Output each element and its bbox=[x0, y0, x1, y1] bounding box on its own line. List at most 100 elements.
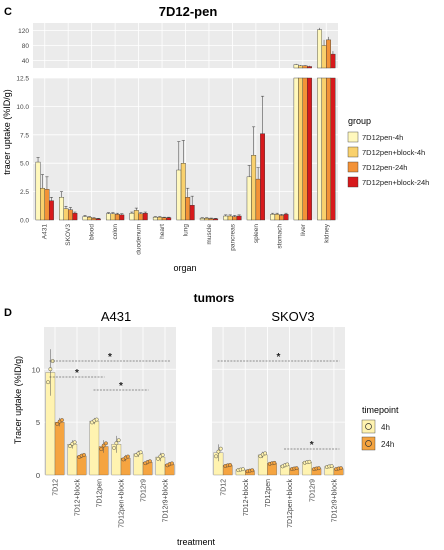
data-point bbox=[138, 450, 143, 455]
chart-c-bars bbox=[35, 27, 336, 221]
legend-label-24h: 24h bbox=[381, 440, 394, 449]
data-point bbox=[55, 422, 60, 426]
data-point bbox=[46, 380, 50, 385]
x-tick-label-skov3-7d12r9-plus-block: 7D12r9+block bbox=[331, 479, 338, 523]
chart-d-facet-skov3: SKOV3 bbox=[271, 309, 314, 324]
x-tick-label-stomach: stomach bbox=[276, 224, 283, 249]
y-tick-label: 120 bbox=[18, 28, 29, 35]
data-point bbox=[294, 466, 299, 471]
bar-lung-7d12pen-24h bbox=[185, 197, 191, 221]
y-tick-label: 12.5 bbox=[16, 76, 29, 83]
bar-heart-7d12pen-plus-block-4h bbox=[157, 216, 163, 221]
bar-spleen-7d12pen-24h bbox=[255, 178, 261, 221]
x-tick-label-liver: liver bbox=[300, 223, 307, 236]
legend-label-7d12pen-4h: 7D12pen-4h bbox=[362, 133, 403, 142]
bar-a431-7d12pen-24h bbox=[44, 189, 50, 221]
x-tick-label-a431-7d12pen: 7D12pen bbox=[97, 479, 104, 508]
significance-label: * bbox=[108, 352, 112, 363]
data-point bbox=[82, 453, 86, 457]
x-tick-label-a431-7d12r9: 7D12r9 bbox=[141, 479, 148, 502]
x-tick-label-colon: colon bbox=[112, 224, 119, 240]
bar-duodenum-7d12pen-4h bbox=[129, 212, 135, 221]
data-point bbox=[160, 453, 165, 457]
y-tick-label: 0.0 bbox=[20, 218, 29, 225]
data-point bbox=[99, 447, 104, 452]
data-point bbox=[116, 438, 121, 443]
bar-kidney-7d12pen-plus-block-4h-upper bbox=[321, 45, 327, 69]
data-point bbox=[104, 441, 108, 446]
significance-label: * bbox=[75, 368, 79, 379]
data-point bbox=[263, 451, 267, 456]
data-point bbox=[112, 445, 116, 450]
y-tick-label: 5 bbox=[36, 418, 40, 427]
bar-kidney-7d12pen-24h-upper bbox=[326, 39, 331, 69]
data-point bbox=[60, 418, 64, 422]
chart-d-x-ticks: 7D12 7D12+block 7D12pen 7D12pen+block 7D12r9… bbox=[53, 479, 339, 528]
bar-lung-7d12pen-plus-block-4h bbox=[180, 162, 186, 221]
bar-lung-7d12pen-4h bbox=[176, 169, 182, 221]
bar-spleen-7d12pen-plus-block-24h bbox=[260, 133, 266, 221]
bar-a431-7d12pen-4h bbox=[35, 161, 41, 221]
x-tick-label-duodenum: duodenum bbox=[136, 224, 143, 255]
chart-c-x-axis-label: organ bbox=[173, 263, 196, 273]
y-tick-label: 0 bbox=[36, 471, 40, 480]
x-tick-label-skov3-7d12r9: 7D12r9 bbox=[309, 479, 316, 502]
bar-duodenum-7d12pen-plus-block-4h bbox=[133, 210, 139, 221]
data-point bbox=[101, 443, 106, 448]
y-tick-label: 10 bbox=[32, 365, 40, 374]
bar-muscle-7d12pen-24h bbox=[208, 218, 214, 221]
data-point bbox=[156, 456, 160, 461]
bar-pancreas-7d12pen-24h bbox=[232, 216, 238, 221]
bar-colon-7d12pen-plus-block-4h bbox=[110, 213, 116, 221]
chart-d-legend-title: timepoint bbox=[362, 405, 399, 415]
data-point bbox=[48, 367, 53, 372]
x-tick-label-pancreas: pancreas bbox=[229, 223, 236, 250]
legend-label-7d12pen-plus-block-4h: 7D12pen+block-4h bbox=[362, 148, 425, 157]
x-tick-label-a431-7d12: 7D12 bbox=[53, 479, 60, 496]
data-point bbox=[114, 441, 119, 446]
x-tick-label-a431-7d12-plus-block: 7D12+block bbox=[75, 479, 82, 517]
bar-liver-7d12pen-plus-block-24h-upper bbox=[307, 66, 312, 69]
x-tick-label-muscle: muscle bbox=[206, 224, 213, 245]
legend-swatch-4h bbox=[361, 419, 376, 434]
x-tick-label-skov3-7d12-plus-block: 7D12+block bbox=[243, 479, 250, 517]
bar-a431-7d12pen-plus-block-4h bbox=[40, 187, 45, 221]
significance-label: * bbox=[310, 440, 314, 451]
data-point bbox=[241, 467, 245, 472]
chart-c-y-ticks: 120 80 40 0.0 2.5 5.0 7.5 10.0 12.5 bbox=[16, 28, 29, 225]
data-point bbox=[285, 462, 290, 467]
bar-heart-7d12pen-plus-block-24h bbox=[166, 217, 172, 221]
panel-c-letter: C bbox=[4, 6, 12, 18]
x-tick-label-blood: blood bbox=[89, 224, 96, 240]
legend-label-7d12pen-24h: 7D12pen-24h bbox=[362, 163, 407, 172]
legend-swatch-24h bbox=[361, 436, 376, 451]
bar-a431-7d12-plus-block-24h bbox=[76, 455, 87, 476]
bar-skov3-7d12pen-4h bbox=[59, 197, 64, 221]
y-tick-label: 2.5 bbox=[20, 189, 29, 196]
chart-c-x-ticks: A431 SKOV3 blood colon duodenum heart lung musc… bbox=[42, 223, 331, 255]
data-point bbox=[170, 461, 174, 466]
chart-c-legend-title: group bbox=[348, 116, 371, 126]
x-tick-label-skov3: SKOV3 bbox=[65, 224, 72, 246]
chart-d-facet-a431: A431 bbox=[101, 309, 131, 324]
bar-kidney-7d12pen-4h bbox=[317, 77, 323, 221]
chart-c-title: 7D12-pen bbox=[159, 4, 218, 19]
bar-stomach-7d12pen-plus-block-4h bbox=[274, 214, 280, 221]
chart-d-bars bbox=[45, 349, 344, 476]
x-tick-label-skov3-7d12pen: 7D12pen bbox=[265, 479, 272, 508]
y-tick-label: 10.0 bbox=[16, 104, 29, 111]
bar-colon-7d12pen-plus-block-24h bbox=[119, 214, 125, 221]
data-point bbox=[272, 460, 277, 465]
bar-blood-7d12pen-24h bbox=[91, 218, 97, 221]
bar-liver-7d12pen-plus-block-24h bbox=[307, 77, 312, 221]
legend-swatch-7d12pen-plus-block-24h bbox=[347, 176, 359, 188]
chart-d-panel-skov3 bbox=[212, 327, 345, 475]
bar-kidney-7d12pen-plus-block-4h bbox=[321, 77, 327, 221]
data-point bbox=[329, 464, 334, 468]
data-point bbox=[338, 466, 343, 471]
data-point bbox=[214, 454, 219, 459]
significance-label: * bbox=[119, 381, 123, 392]
bar-blood-7d12pen-plus-block-24h bbox=[95, 218, 101, 221]
bar-liver-7d12pen-24h-upper bbox=[302, 65, 308, 69]
y-tick-label: 80 bbox=[22, 43, 30, 50]
